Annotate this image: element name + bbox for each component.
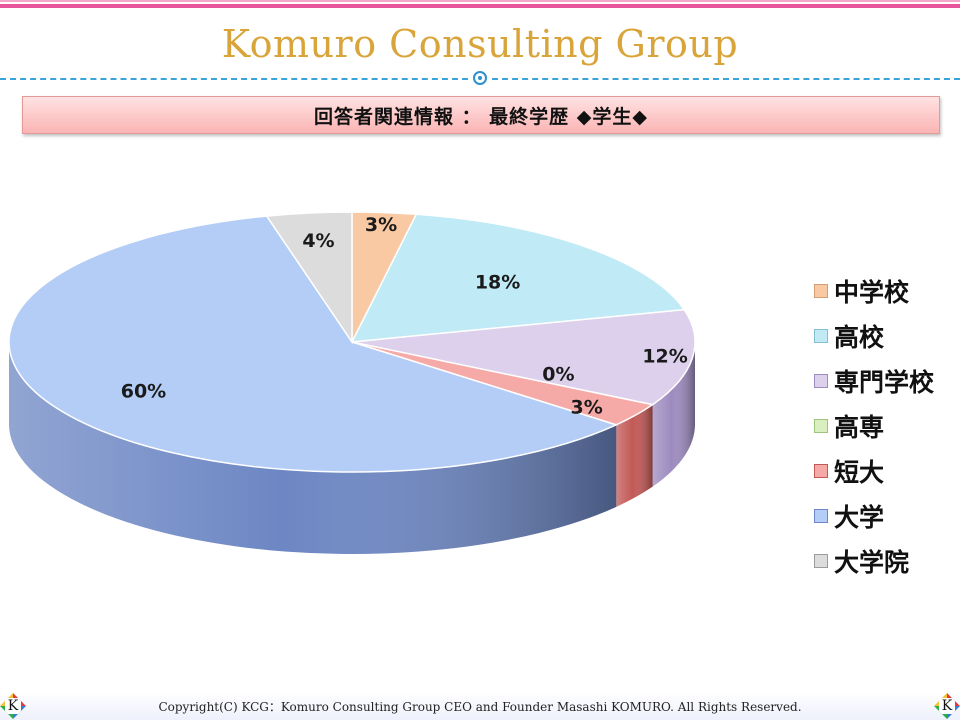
slice-0-label: 3%	[365, 214, 397, 236]
top-stripe	[0, 0, 960, 8]
brand-title: Komuro Consulting Group	[221, 22, 739, 66]
slice-6-label: 4%	[302, 230, 334, 252]
legend-item: 高専	[814, 403, 960, 448]
legend-item: 高校	[814, 313, 960, 358]
legend-swatch	[814, 328, 828, 343]
slice-3-label: 0%	[542, 364, 574, 386]
legend-label: 大学	[834, 502, 885, 532]
legend: 中学校高校専門学校高専短大大学大学院	[814, 268, 960, 583]
slide-subtitle: 回答者関連情報 ： 最終学歴 ◆学生◆	[22, 96, 940, 134]
legend-item: 短大	[814, 448, 960, 493]
logo-letter: K	[5, 698, 21, 714]
slice-4-side-shade	[616, 404, 653, 507]
legend-item: 大学	[814, 493, 960, 538]
slice-5-top	[8, 215, 619, 473]
copyright-text: Copyright(C) KCG：Komuro Consulting Group…	[158, 700, 802, 714]
legend-label: 中学校	[834, 277, 910, 307]
legend-label: 高校	[834, 322, 885, 352]
header-divider-right	[492, 78, 960, 80]
legend-item: 中学校	[814, 268, 960, 313]
slice-5-label: 60%	[121, 381, 166, 403]
slice-5-side-shade	[9, 342, 617, 554]
legend-item: 大学院	[814, 538, 960, 583]
legend-swatch	[814, 418, 828, 433]
pie-label-layer: 3% 18% 12% 0% 3% 60% 4%	[121, 214, 688, 418]
slice-4-label: 3%	[570, 396, 602, 418]
legend-swatch	[814, 463, 828, 478]
slice-2-top	[351, 308, 696, 406]
slice-2-side-shade	[652, 342, 695, 487]
legend-swatch	[814, 283, 828, 298]
slice-6-top	[265, 211, 353, 345]
legend-swatch	[814, 508, 828, 523]
logo-letter: K	[939, 698, 955, 714]
legend-swatch	[814, 373, 828, 388]
pie-side-layer	[9, 342, 695, 554]
legend-label: 高専	[834, 412, 885, 442]
slice-1-top	[350, 213, 686, 343]
slice-1-label: 18%	[475, 272, 520, 294]
legend-swatch	[814, 553, 828, 568]
slice-2-label: 12%	[642, 345, 687, 367]
legend-item: 専門学校	[814, 358, 960, 403]
footer-bar	[0, 692, 960, 720]
legend-label: 大学院	[834, 547, 910, 577]
pie-top-layer	[8, 211, 696, 473]
header-divider-left	[0, 78, 468, 80]
divider-ornament-icon	[473, 71, 487, 85]
pie-chart: 3% 18% 12% 0% 3% 60% 4%	[8, 211, 696, 554]
legend-label: 専門学校	[834, 367, 935, 397]
legend-label: 短大	[834, 457, 885, 487]
